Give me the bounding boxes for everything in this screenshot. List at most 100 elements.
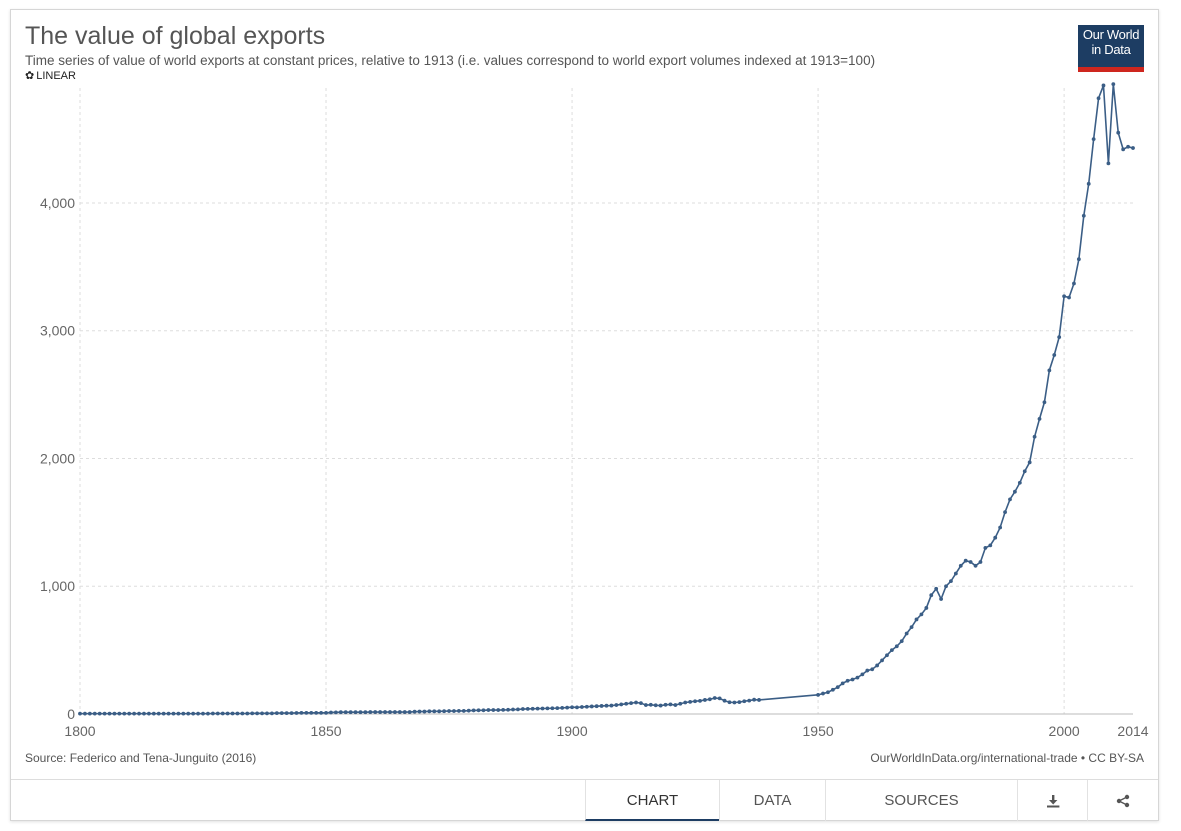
y-tick-label: 2,000 — [40, 450, 75, 466]
data-point — [840, 681, 845, 686]
x-tick-label: 2000 — [1049, 723, 1080, 739]
gear-icon: ✿ — [25, 70, 35, 82]
data-point — [1101, 83, 1106, 88]
data-point — [575, 705, 579, 710]
scale-toggle[interactable]: ✿ LINEAR — [25, 69, 76, 82]
data-point — [363, 710, 368, 715]
data-point — [919, 612, 924, 617]
data-point — [417, 709, 422, 714]
data-point — [191, 711, 196, 716]
data-point — [78, 711, 82, 716]
data-point — [1042, 400, 1047, 405]
data-point — [265, 711, 269, 716]
data-point — [663, 702, 668, 707]
data-point — [471, 708, 476, 713]
data-point — [368, 710, 373, 714]
data-point — [186, 711, 191, 716]
owid-logo[interactable]: Our World in Data — [1078, 25, 1144, 72]
data-point — [496, 708, 501, 712]
data-point — [240, 711, 245, 716]
data-point — [1003, 510, 1007, 515]
data-point — [92, 711, 97, 716]
data-point — [983, 546, 988, 550]
data-point — [643, 703, 648, 707]
data-point — [978, 560, 983, 564]
data-point — [1072, 281, 1076, 286]
data-point — [102, 711, 107, 716]
data-point — [1131, 146, 1135, 150]
data-point — [230, 711, 235, 716]
data-point — [914, 617, 919, 622]
tab-chart[interactable]: CHART — [585, 780, 719, 821]
data-point — [658, 703, 663, 708]
data-point — [343, 710, 348, 715]
data-point — [880, 658, 884, 663]
data-point — [393, 710, 397, 714]
data-point — [894, 644, 899, 649]
data-point — [584, 704, 589, 709]
data-point — [166, 711, 171, 716]
data-point — [752, 697, 757, 702]
data-point — [737, 700, 742, 705]
data-point — [885, 653, 889, 658]
data-point — [112, 711, 117, 716]
data-point — [550, 706, 555, 711]
data-point — [1081, 213, 1086, 218]
data-point — [830, 687, 835, 692]
data-point — [83, 711, 87, 716]
data-point — [196, 711, 200, 716]
data-point — [397, 710, 402, 714]
data-point — [87, 711, 92, 716]
chart-card: The value of global exports Time series … — [10, 9, 1159, 821]
data-point — [929, 593, 934, 598]
data-point — [270, 711, 274, 716]
series-line — [80, 84, 1134, 715]
tab-download[interactable] — [1017, 780, 1087, 821]
data-point — [447, 709, 451, 713]
x-tick-label: 1900 — [556, 723, 587, 739]
data-point — [1106, 161, 1111, 166]
data-point — [604, 703, 609, 708]
data-point — [137, 711, 141, 716]
data-point — [127, 711, 132, 716]
data-point — [693, 699, 697, 704]
data-point — [481, 708, 486, 713]
data-point — [1047, 368, 1052, 373]
data-point — [156, 711, 161, 716]
data-point — [722, 698, 727, 703]
data-point — [963, 558, 968, 563]
logo-line-1: Our World — [1082, 27, 1140, 42]
data-point — [865, 668, 870, 673]
data-point — [944, 584, 948, 589]
data-point — [476, 708, 481, 713]
data-point — [250, 711, 255, 716]
data-point — [452, 709, 456, 713]
data-point — [206, 711, 210, 716]
data-point — [235, 711, 240, 716]
data-point — [437, 709, 442, 714]
data-point — [333, 710, 338, 715]
tab-sources[interactable]: SOURCES — [825, 780, 1017, 821]
data-point — [97, 711, 102, 716]
tab-data[interactable]: DATA — [719, 780, 825, 821]
data-point — [949, 579, 953, 584]
data-point — [161, 711, 166, 716]
data-point — [402, 710, 407, 714]
tab-share[interactable] — [1087, 780, 1158, 821]
data-point — [122, 711, 127, 716]
data-point — [673, 703, 678, 707]
credit-link[interactable]: OurWorldInData.org/international-trade •… — [870, 751, 1144, 765]
data-point — [993, 535, 998, 540]
data-point — [904, 631, 909, 636]
data-point — [220, 711, 225, 716]
data-point — [599, 704, 604, 708]
data-point — [712, 696, 717, 700]
data-point — [845, 678, 850, 683]
data-point — [294, 711, 299, 715]
data-point — [279, 711, 284, 716]
x-tick-label: 2014 — [1117, 723, 1148, 739]
data-point — [816, 692, 820, 697]
data-point — [210, 711, 215, 716]
data-point — [171, 711, 176, 716]
data-point — [383, 710, 387, 714]
